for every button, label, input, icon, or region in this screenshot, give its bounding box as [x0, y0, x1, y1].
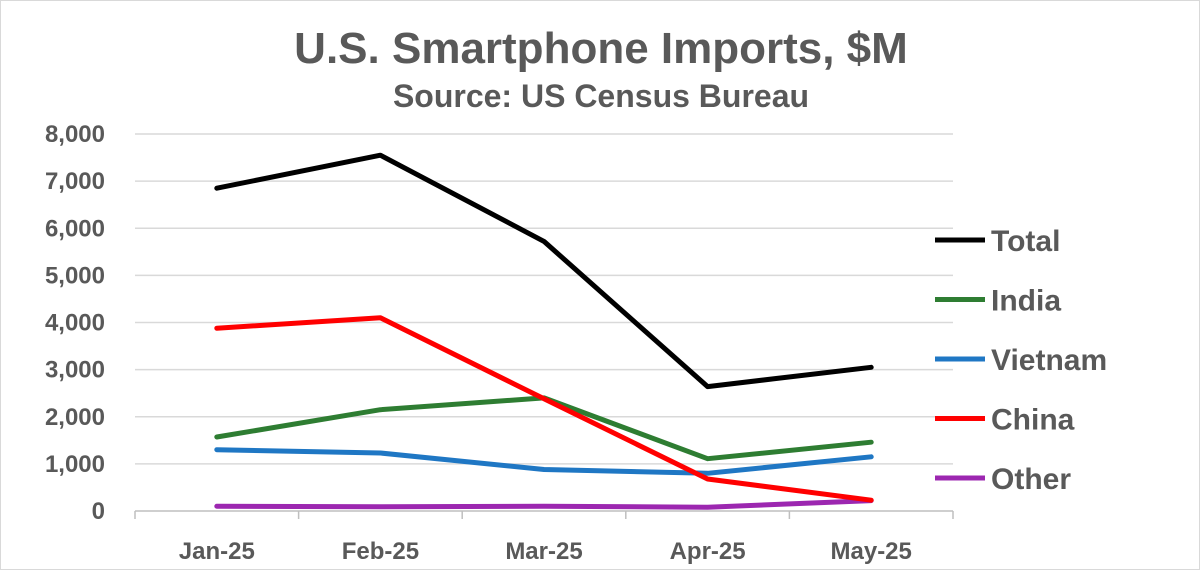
y-tick-label: 3,000: [45, 357, 105, 384]
series-line-china: [214, 315, 874, 503]
x-tick-label: Jan-25: [179, 538, 255, 565]
legend-item-china: China: [935, 404, 1075, 437]
series-line-vietnam: [214, 447, 874, 476]
series-lines: [214, 152, 874, 510]
x-tick-label: May-25: [831, 538, 912, 565]
gridlines: [135, 133, 953, 465]
y-tick-label: 5,000: [45, 262, 105, 289]
legend-label: Other: [991, 463, 1071, 496]
series-line-other: [214, 498, 874, 510]
y-tick-label: 4,000: [45, 310, 105, 337]
y-axis-tick-labels: 0 1,000 2,000 3,000 4,000 5,000 6,000 7,000 8,00…: [45, 121, 105, 525]
y-tick-label: 8,000: [45, 121, 105, 148]
x-tick-label: Feb-25: [342, 538, 419, 565]
x-tick-label: Apr-25: [670, 538, 746, 565]
y-tick-label: 2,000: [45, 404, 105, 431]
y-tick-label: 0: [92, 498, 105, 525]
series-line-total: [214, 152, 874, 390]
legend-label: India: [991, 285, 1061, 318]
y-tick-label: 6,000: [45, 215, 105, 242]
legend-item-vietnam: Vietnam: [935, 344, 1107, 377]
legend-label: China: [991, 404, 1075, 437]
legend-item-other: Other: [935, 463, 1071, 496]
chart-subtitle: Source: US Census Bureau: [393, 78, 809, 114]
legend-label: Vietnam: [991, 344, 1107, 377]
legend-item-total: Total: [935, 225, 1060, 258]
legend-item-india: India: [935, 285, 1061, 318]
chart-title: U.S. Smartphone Imports, $M: [294, 24, 908, 73]
legend: Total India Vietnam China Other: [935, 225, 1107, 496]
legend-label: Total: [991, 225, 1060, 258]
y-tick-label: 7,000: [45, 168, 105, 195]
y-tick-label: 1,000: [45, 451, 105, 478]
x-tick-label: Mar-25: [505, 538, 582, 565]
x-axis: Jan-25 Feb-25 Mar-25 Apr-25 May-25: [134, 510, 954, 565]
